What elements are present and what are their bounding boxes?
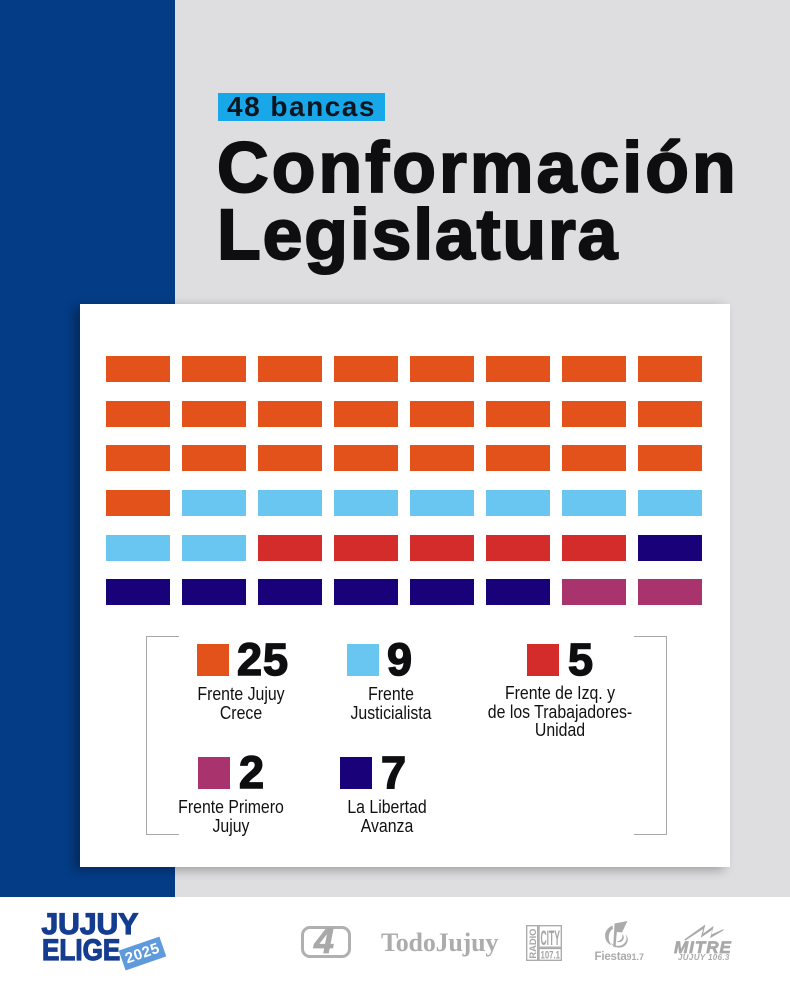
svg-text:RADIO: RADIO <box>528 929 538 959</box>
svg-text:107.1: 107.1 <box>541 950 561 962</box>
svg-text:CITY: CITY <box>541 927 561 950</box>
